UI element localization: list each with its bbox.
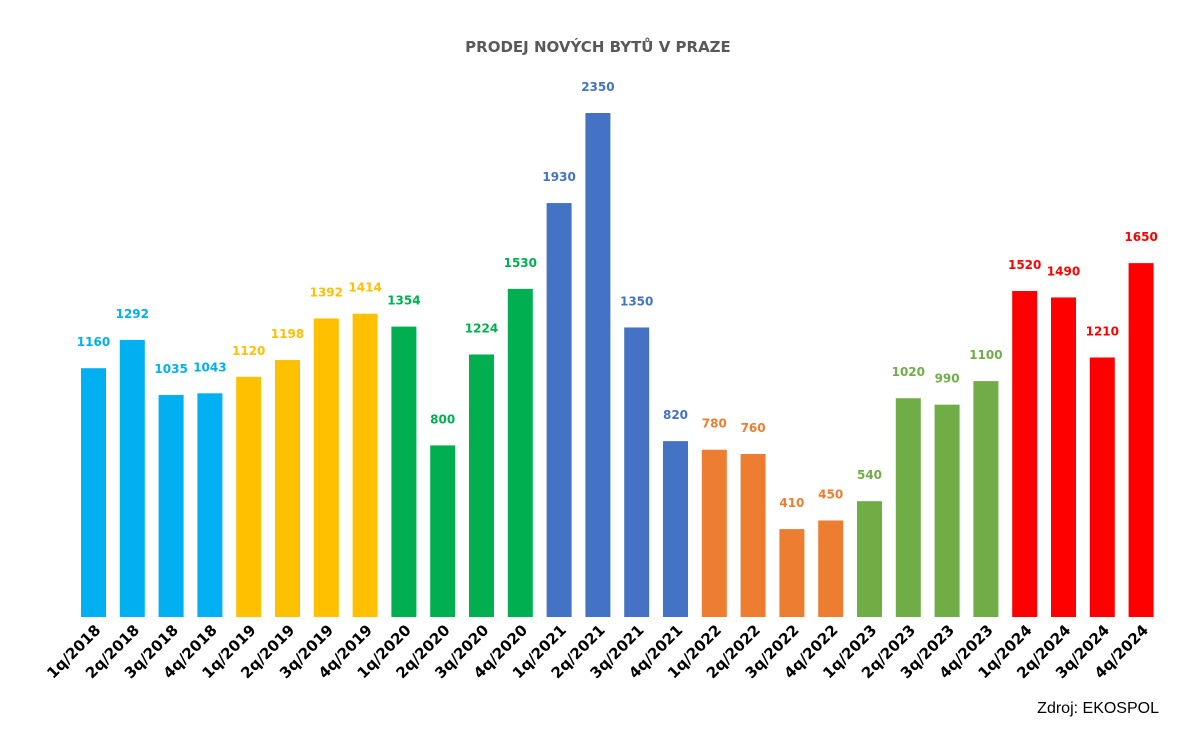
bar-3q/2024	[1089, 357, 1115, 617]
bar-4q/2021	[663, 441, 688, 617]
chart-title: PRODEJ NOVÝCH BYTŮ V PRAZE	[465, 36, 731, 56]
data-label: 1520	[1008, 258, 1041, 272]
bar-1q/2021	[546, 203, 572, 617]
source-note: Zdroj: EKOSPOL	[1037, 700, 1159, 717]
bar-2q/2024	[1051, 297, 1076, 617]
bar-2q/2020	[430, 445, 456, 617]
bar-2q/2021	[585, 113, 611, 617]
data-label: 1043	[193, 360, 226, 374]
data-label: 760	[741, 421, 766, 435]
data-label: 1210	[1086, 324, 1119, 338]
data-label: 1020	[892, 365, 925, 379]
data-label: 1392	[310, 285, 343, 299]
bar-1q/2022	[701, 449, 727, 617]
bar-3q/2021	[624, 327, 650, 617]
bar-3q/2020	[469, 354, 494, 617]
bar-1q/2019	[236, 376, 262, 617]
bar-4q/2022	[818, 520, 844, 617]
bar-1q/2023	[857, 501, 882, 617]
bar-2q/2018	[119, 339, 145, 617]
bar-4q/2024	[1128, 263, 1154, 617]
data-label: 1354	[387, 294, 420, 308]
data-label: 1198	[271, 327, 304, 341]
data-label: 1650	[1124, 230, 1157, 244]
data-label: 780	[702, 417, 727, 431]
bar-1q/2020	[391, 326, 417, 617]
data-label: 990	[935, 372, 960, 386]
data-label: 450	[818, 487, 843, 501]
bar-2q/2022	[740, 454, 766, 617]
data-label: 1292	[116, 307, 149, 321]
data-label: 1414	[348, 281, 381, 295]
data-label: 2350	[581, 80, 614, 94]
data-label: 1930	[542, 170, 575, 184]
bar-2q/2023	[895, 398, 921, 617]
bar-4q/2020	[507, 288, 533, 617]
data-label: 1160	[77, 335, 110, 349]
bar-3q/2022	[779, 529, 805, 617]
data-label: 1100	[969, 348, 1002, 362]
data-label: 1490	[1047, 264, 1080, 278]
data-label: 540	[857, 468, 882, 482]
bar-4q/2018	[197, 393, 223, 617]
bar-1q/2024	[1012, 291, 1038, 617]
bar-1q/2018	[81, 368, 106, 617]
bar-4q/2019	[352, 313, 378, 617]
data-label: 1120	[232, 344, 265, 358]
data-label: 1035	[154, 362, 187, 376]
data-label: 820	[663, 408, 688, 422]
bar-4q/2023	[973, 381, 999, 617]
data-label: 1350	[620, 294, 653, 308]
bar-3q/2019	[313, 318, 339, 617]
data-label: 1530	[504, 256, 537, 270]
bar-2q/2019	[275, 360, 300, 617]
data-label: 410	[779, 496, 804, 510]
data-label: 800	[430, 412, 455, 426]
bar-3q/2018	[158, 395, 184, 617]
data-label: 1224	[465, 321, 498, 335]
bar-3q/2023	[934, 404, 960, 617]
